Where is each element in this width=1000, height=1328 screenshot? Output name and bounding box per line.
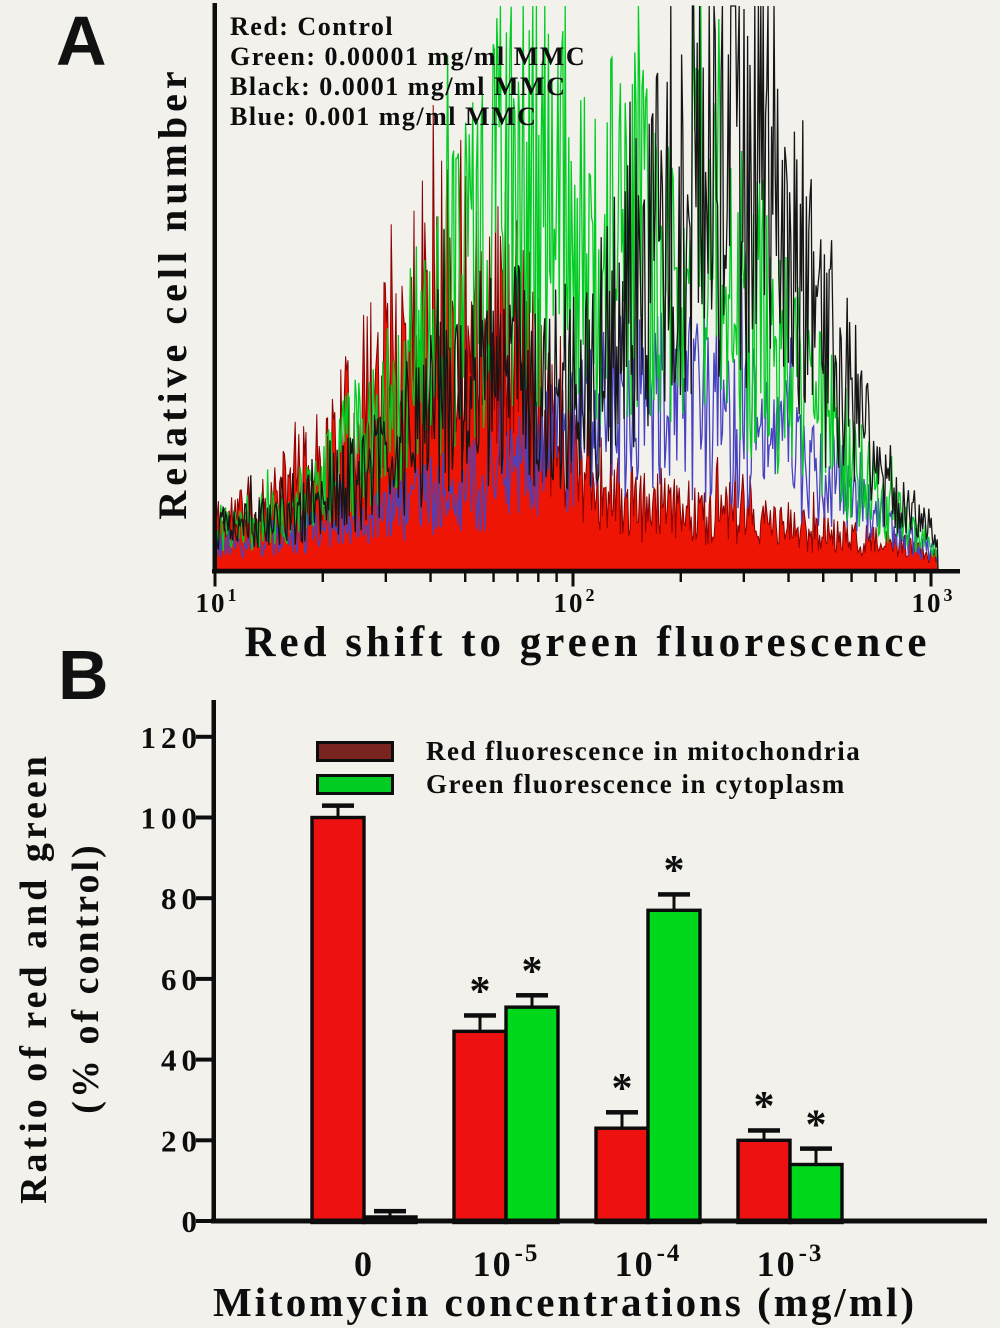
minor-tick [537, 573, 540, 582]
error-bar-cap [374, 1208, 406, 1214]
significance-asterisk: * [522, 949, 543, 995]
minor-tick [787, 573, 790, 582]
panel-b-y-tick [196, 1138, 212, 1143]
minor-tick [516, 573, 519, 582]
panel-b-y-tick-label: 0 [182, 1204, 203, 1239]
panel-b-y-tick-label: 80 [161, 881, 202, 916]
error-bar-stem [530, 995, 534, 1011]
panel-b-x-axis-label: Mitomycin concentrations (mg/ml) [212, 1279, 918, 1325]
error-bar-cap [800, 1146, 832, 1151]
panel-a-legend-item-blue: Blue: 0.001 mg/ml MMC [230, 102, 538, 131]
panel-b-legend-item-green: Green fluorescence in cytoplasm [316, 768, 861, 801]
panel-a-x-tick-label: 101 [196, 585, 239, 618]
significance-asterisk: * [664, 848, 685, 894]
panel-a-legend-item-black: Black: 0.0001 mg/ml MMC [230, 72, 567, 101]
panel-b-y-tick-label: 20 [161, 1123, 202, 1158]
minor-tick [492, 573, 495, 582]
panel-b-y-tick-label: 120 [141, 720, 203, 755]
error-bar-cap [748, 1128, 780, 1133]
histogram-trace-control [215, 104, 939, 570]
panel-a-x-tick-label: 102 [554, 585, 597, 618]
minor-tick [895, 573, 898, 582]
major-tick [929, 573, 933, 587]
panel-a-x-axis-label: Red shift to green fluorescence [244, 619, 931, 666]
panel-a-x-axis-line [212, 569, 960, 574]
panel-a-legend-item-control: Red: Control [230, 12, 395, 41]
minor-tick [850, 573, 853, 582]
significance-asterisk: * [470, 969, 491, 1015]
panel-b-y-tick [196, 1057, 212, 1062]
panel-b-legend: Red fluorescence in mitochondria Green f… [316, 735, 861, 801]
bar-green-10^-4 [646, 908, 702, 1225]
panel-b-y-axis-label-line2: (% of control) [65, 842, 107, 1114]
bar-green-10^-3 [788, 1162, 844, 1225]
panel-b-y-tick [196, 1219, 212, 1223]
significance-asterisk: * [612, 1066, 633, 1112]
error-bar-stem [762, 1130, 766, 1144]
panel-b-x-axis-line [211, 1218, 987, 1224]
panel-b-legend-label-green: Green fluorescence in cytoplasm [426, 769, 846, 799]
legend-swatch-green-icon [316, 774, 394, 795]
error-bar-cap [658, 892, 690, 897]
panel-a-x-tick-label: 103 [912, 585, 955, 618]
bar-red-0 [310, 815, 366, 1225]
panel-a-x-axis-ticks [213, 573, 933, 587]
bar-red-10^-3 [736, 1138, 792, 1225]
panel-b-y-axis-line [211, 700, 216, 1224]
significance-asterisk: * [754, 1084, 775, 1130]
error-bar-cap [464, 1013, 496, 1018]
panel-a-label: A [56, 2, 107, 80]
panel-b-y-tick [196, 976, 212, 981]
panel-b-y-tick-label: 40 [161, 1043, 202, 1078]
major-tick [571, 573, 575, 587]
minor-tick [464, 573, 467, 582]
error-bar-stem [478, 1015, 482, 1035]
panel-b-y-tick [196, 896, 212, 901]
minor-tick [679, 573, 682, 582]
error-bar-cap [516, 993, 548, 998]
minor-tick [429, 573, 432, 582]
panel-b-legend-item-red: Red fluorescence in mitochondria [316, 735, 861, 768]
bar-green-10^-5 [504, 1005, 560, 1225]
bar-red-10^-5 [452, 1029, 508, 1225]
significance-asterisk: * [806, 1102, 827, 1148]
panel-b-y-tick-label: 100 [141, 801, 203, 836]
panel-a-y-axis-line [212, 3, 217, 573]
minor-tick [874, 573, 877, 582]
error-bar-stem [388, 1210, 392, 1220]
bar-green-0 [362, 1215, 418, 1225]
histogram-trace-mmc-0.001 [215, 278, 939, 570]
panel-b-y-axis-label-line1: Ratio of red and green [13, 752, 55, 1204]
error-bar-stem [814, 1148, 818, 1168]
error-bar-stem [672, 894, 676, 914]
panel-b-y-tick [196, 815, 212, 820]
panel-a-legend-item-green: Green: 0.00001 mg/ml MMC [230, 42, 587, 71]
error-bar-stem [620, 1112, 624, 1132]
panel-b-legend-label-red: Red fluorescence in mitochondria [426, 736, 862, 766]
panel-b-y-tick [196, 734, 212, 739]
minor-tick [913, 573, 916, 582]
legend-swatch-red-icon [316, 741, 394, 762]
panel-b-label: B [58, 636, 109, 714]
minor-tick [822, 573, 825, 582]
minor-tick [321, 573, 324, 582]
major-tick [213, 573, 217, 587]
error-bar-cap [606, 1110, 638, 1115]
minor-tick [384, 573, 388, 582]
panel-a-legend: Red: Control Green: 0.00001 mg/ml MMC Bl… [230, 12, 750, 132]
panel-b-y-tick-label: 60 [161, 962, 202, 997]
error-bar-stem [336, 805, 340, 821]
minor-tick [555, 573, 558, 582]
minor-tick [742, 573, 746, 582]
error-bar-cap [322, 803, 354, 808]
bar-red-10^-4 [594, 1126, 650, 1225]
panel-a-y-axis-label: Relative cell number [149, 66, 195, 520]
